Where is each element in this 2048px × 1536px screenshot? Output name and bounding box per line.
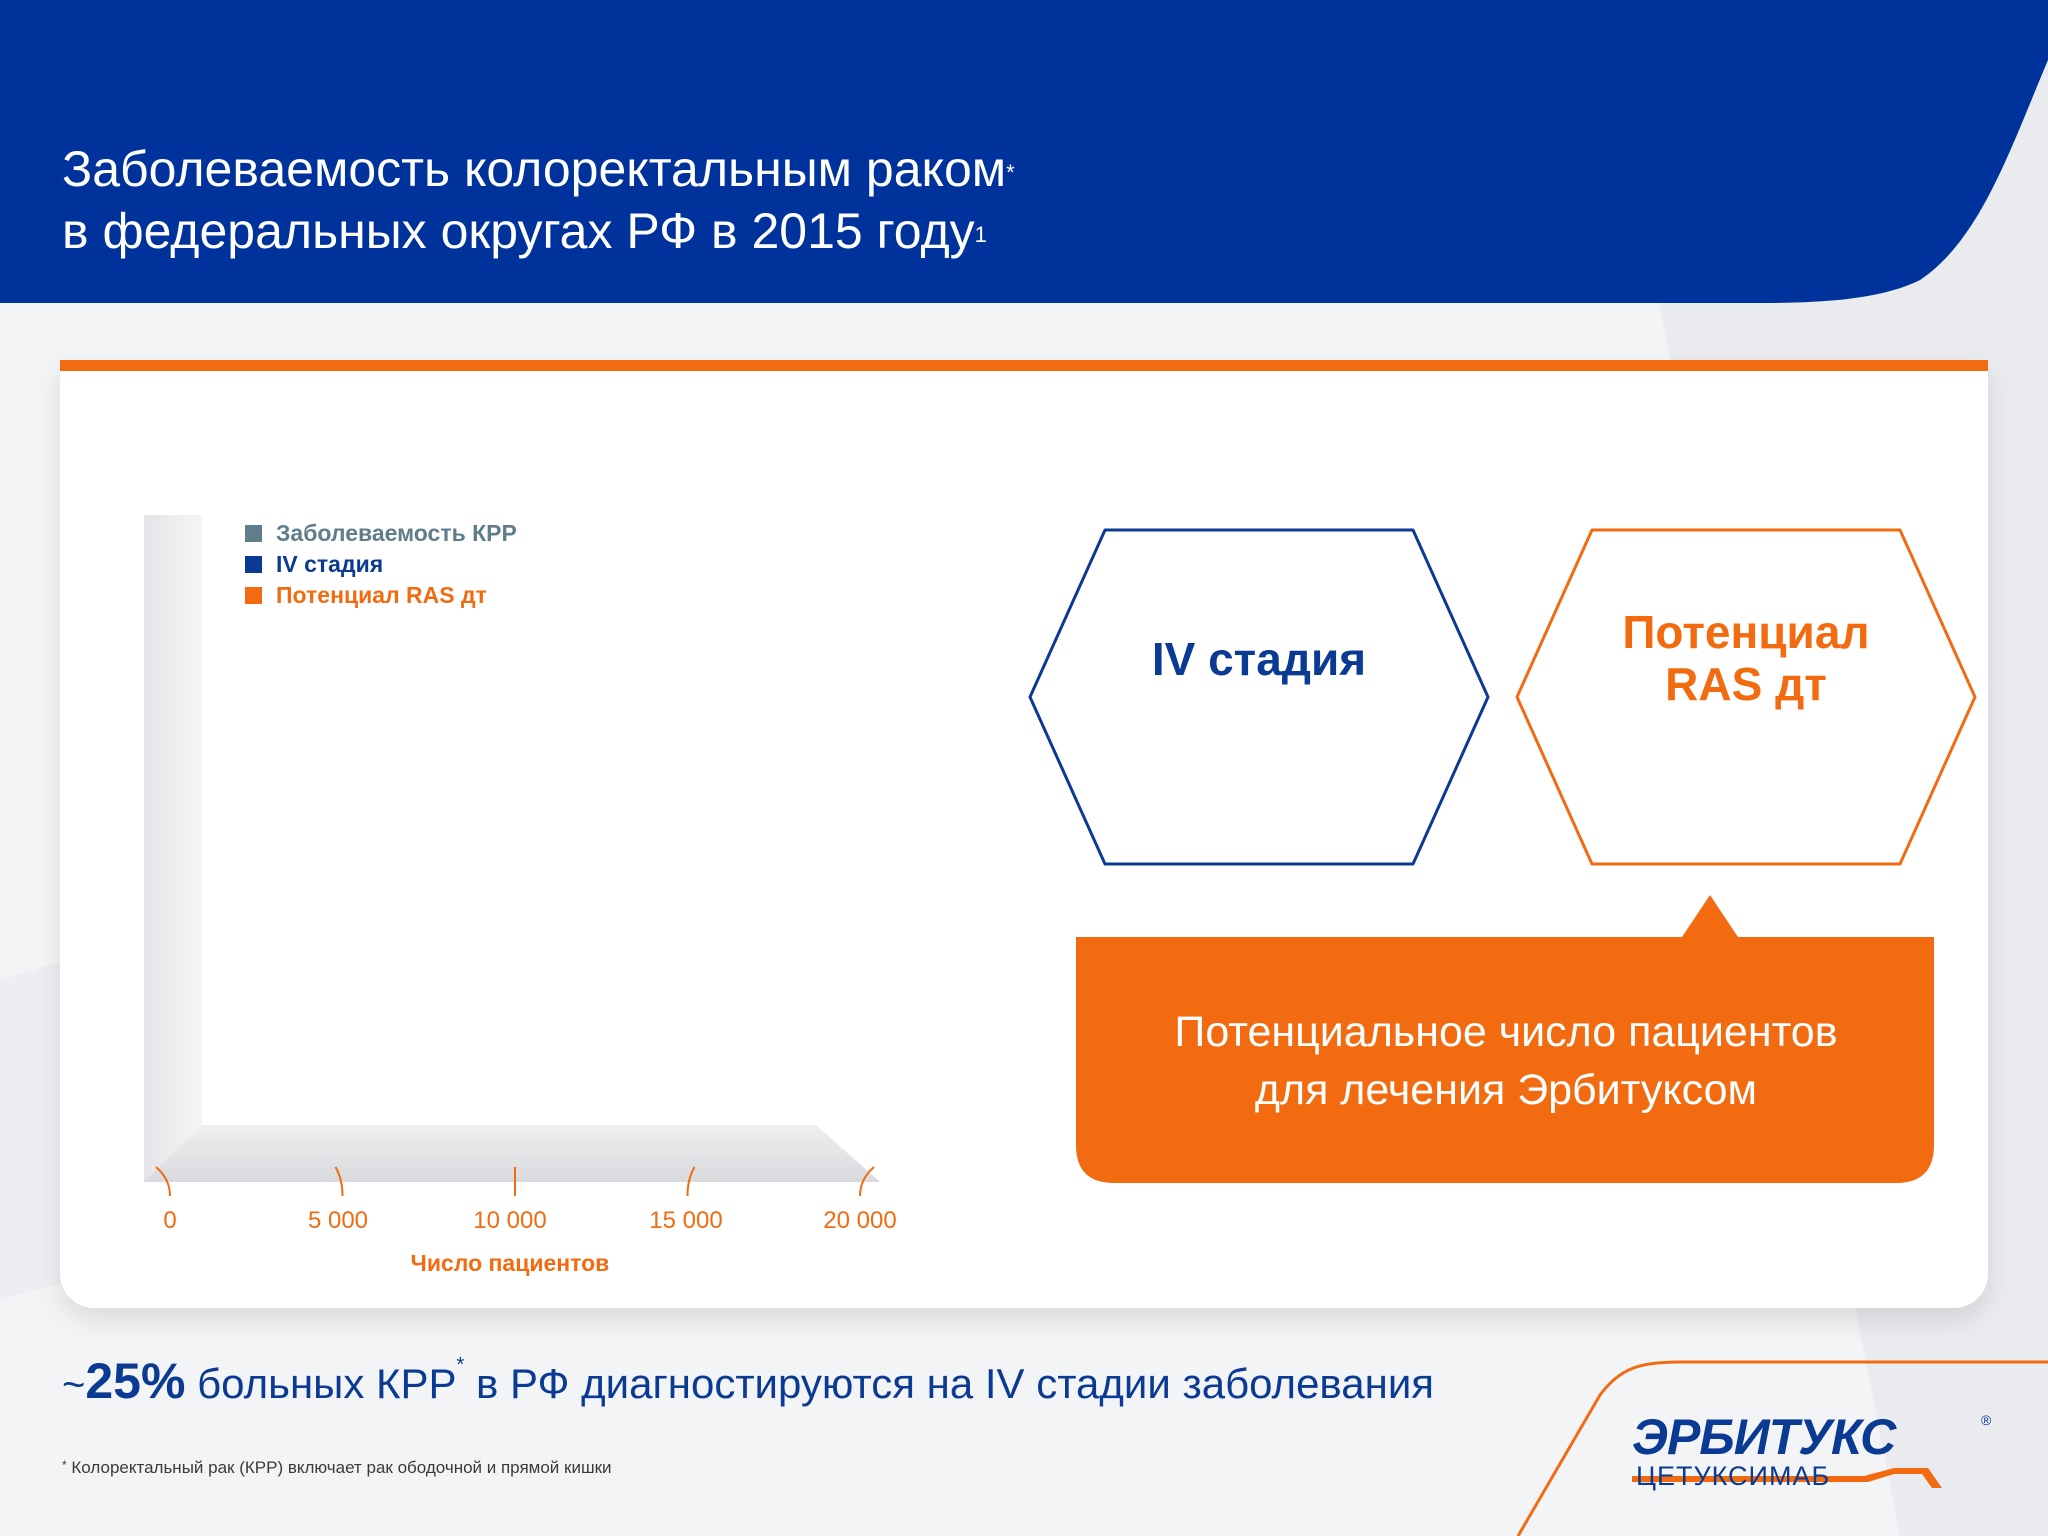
callout-line-1: Потенциальное число пациентов <box>1174 1008 1838 1056</box>
erbitux-logo: ЭРБИТУКС ® ЦЕТУКСИМАБ <box>1632 1408 2008 1504</box>
hexagon-stage4 <box>1028 528 1490 866</box>
legend-swatch-incidence <box>245 525 262 542</box>
chart-legend: Заболеваемость КРР IV стадия Потенциал R… <box>245 518 517 611</box>
card-accent-bar <box>60 360 1988 371</box>
hexagon-ras-label: Потенциал RAS дт <box>1560 606 1932 710</box>
chart-floor <box>144 1125 880 1182</box>
title-line-1: Заболеваемость колоректальным раком <box>62 141 1007 197</box>
summary-asterisk: * <box>456 1354 465 1376</box>
x-axis-title: Число пациентов <box>410 1250 610 1276</box>
legend-item-stage4: IV стадия <box>245 549 517 580</box>
hexagon-ras-label-line1: Потенциал <box>1622 606 1870 658</box>
callout-box <box>1076 895 1934 1183</box>
x-tick-mark <box>686 1166 696 1197</box>
summary-text-b: в РФ диагностируются на IV стадии заболе… <box>464 1360 1435 1407</box>
footnote-asterisk: * <box>62 1458 67 1472</box>
legend-item-incidence: Заболеваемость КРР <box>245 518 517 549</box>
hexagon-stage4-label: IV стадия <box>1151 633 1367 685</box>
summary-tilde: ~ <box>62 1363 86 1407</box>
chart-back-wall <box>144 515 202 1182</box>
logo-registered-mark: ® <box>1981 1412 1992 1428</box>
x-tick-label: 20 000 <box>823 1207 897 1234</box>
chart-frame <box>144 515 880 1182</box>
legend-label-ras: Потенциал RAS дт <box>276 582 487 608</box>
x-tick-mark <box>334 1166 344 1197</box>
callout-text: Потенциальное число пациентов для лечени… <box>1076 1003 1936 1119</box>
hexagon-ras-label-line2: RAS дт <box>1665 658 1827 710</box>
legend-swatch-stage4 <box>245 556 262 573</box>
legend-label-stage4: IV стадия <box>276 551 384 577</box>
summary-text-a: больных КРР <box>185 1360 457 1407</box>
x-tick-label: 10 000 <box>473 1207 547 1234</box>
header-band <box>0 0 2048 303</box>
summary-percent: 25% <box>85 1353 186 1409</box>
x-axis-ticks <box>155 1166 875 1197</box>
x-tick-mark <box>155 1166 171 1197</box>
x-tick-mark <box>859 1166 875 1197</box>
x-tick-label: 15 000 <box>649 1207 723 1234</box>
footnote-text: Колоректальный рак (КРР) включает рак об… <box>66 1458 612 1477</box>
logo-subtitle: ЦЕТУКСИМАБ <box>1636 1461 1831 1491</box>
title-line-2: в федеральных округах РФ в 2015 году <box>62 203 975 259</box>
legend-label-incidence: Заболеваемость КРР <box>276 520 517 546</box>
footnote: * Колоректальный рак (КРР) включает рак … <box>62 1458 612 1478</box>
x-tick-label: 5 000 <box>307 1207 369 1234</box>
logo-wordmark: ЭРБИТУКС <box>1632 1409 1896 1465</box>
hexagon-ras <box>1515 528 1977 866</box>
x-tick-label: 0 <box>163 1207 177 1234</box>
callout-line-2: для лечения Эрбитуксом <box>1254 1066 1758 1114</box>
summary-statement: ~25% больных КРР* в РФ диагностируются н… <box>62 1352 1434 1410</box>
legend-swatch-ras <box>245 587 262 604</box>
legend-item-ras: Потенциал RAS дт <box>245 580 517 611</box>
title-asterisk: * <box>1006 160 1015 185</box>
page-title: Заболеваемость колоректальным раком* в ф… <box>62 138 1015 262</box>
title-reference: 1 <box>974 222 987 247</box>
